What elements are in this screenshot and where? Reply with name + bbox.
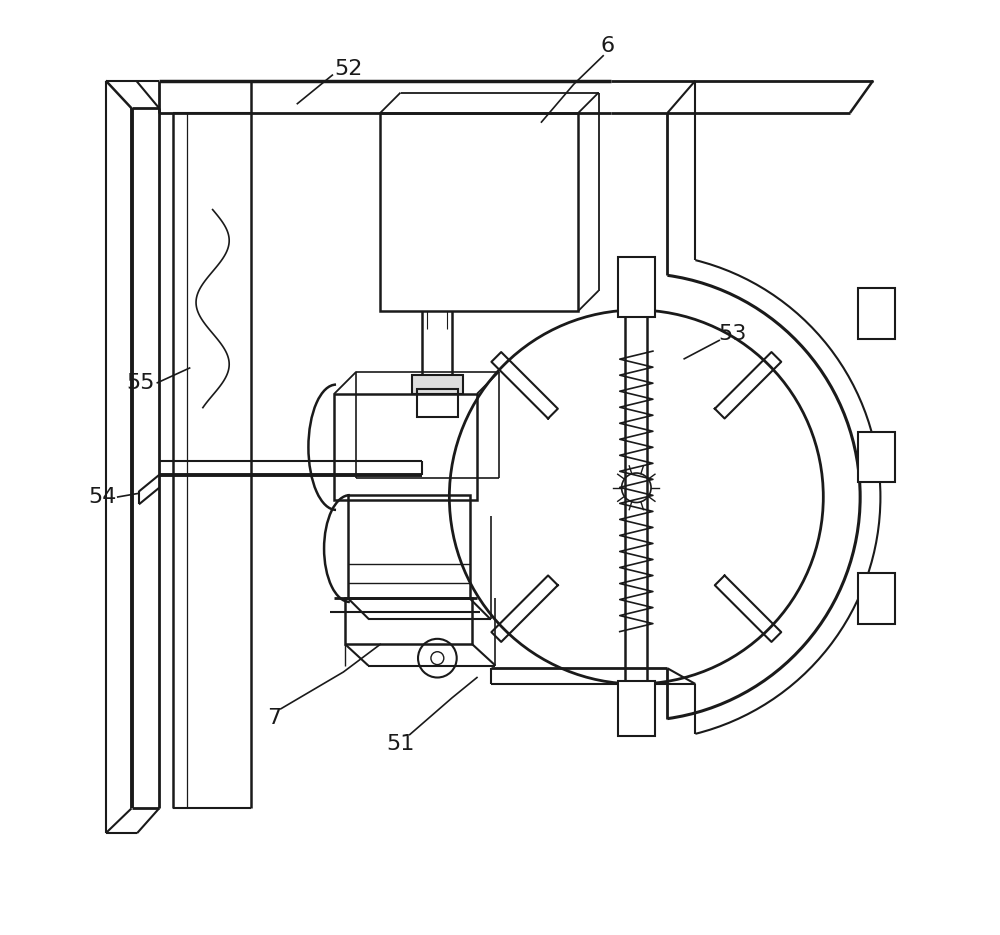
Bar — [858, 573, 895, 624]
Bar — [618, 682, 655, 737]
Bar — [417, 389, 458, 417]
Text: 52: 52 — [334, 59, 362, 79]
Bar — [412, 375, 463, 394]
Text: 55: 55 — [127, 373, 155, 393]
Bar — [858, 288, 895, 338]
Bar — [348, 496, 470, 598]
Bar — [618, 257, 655, 317]
Bar — [334, 394, 477, 499]
Bar — [380, 113, 578, 311]
Text: 53: 53 — [718, 324, 746, 344]
Bar — [345, 598, 472, 644]
Text: 51: 51 — [386, 734, 415, 754]
Text: 54: 54 — [88, 487, 116, 507]
Text: 6: 6 — [601, 36, 615, 55]
Text: 7: 7 — [267, 708, 281, 728]
Bar — [858, 432, 895, 482]
